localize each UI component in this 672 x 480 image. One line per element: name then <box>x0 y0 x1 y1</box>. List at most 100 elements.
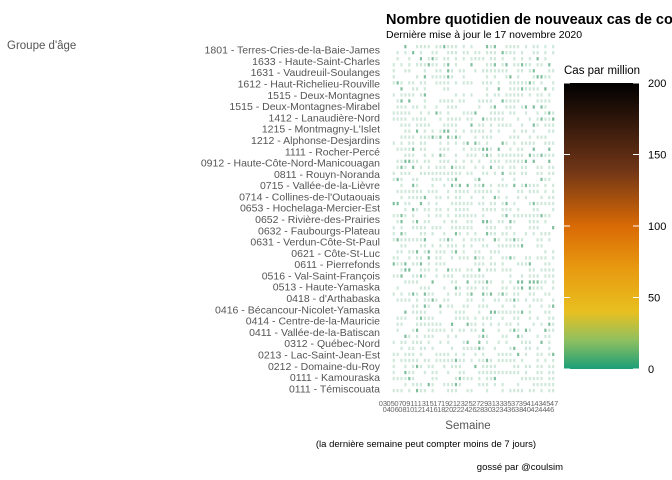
heat-cell <box>524 262 528 266</box>
heat-cell <box>536 75 539 79</box>
heat-cell <box>486 244 489 248</box>
y-tick-label: 1801 - Terres-Cries-de-la-Baie-James <box>205 45 380 57</box>
y-tick-label: 1633 - Haute-Saint-Charles <box>252 56 380 68</box>
chart-subtitle: Dernière mise à jour le 17 novembre 2020 <box>386 29 582 41</box>
heat-cell <box>501 99 504 103</box>
heat-cell <box>454 382 458 387</box>
heat-cell <box>482 292 485 296</box>
heat-cell <box>408 81 411 85</box>
heat-cell <box>532 376 535 381</box>
heat-cell <box>493 310 496 314</box>
heat-cell <box>408 93 411 97</box>
heat-cell <box>536 256 539 260</box>
heat-cell <box>470 376 473 381</box>
heat-cell <box>396 165 399 170</box>
heat-cell <box>532 189 535 194</box>
heat-cell <box>454 171 458 176</box>
heat-cell <box>548 382 551 387</box>
heat-cell <box>451 304 454 308</box>
heat-cell <box>544 358 547 363</box>
heat-cell <box>404 364 407 369</box>
heat-cell <box>419 382 423 387</box>
x-tick-label: 34 <box>499 405 507 414</box>
heat-cell <box>489 207 493 212</box>
heat-cell <box>482 274 485 278</box>
heat-cell <box>458 268 461 272</box>
heat-cell <box>521 51 524 55</box>
heat-cell <box>509 220 512 224</box>
heat-cell <box>431 51 434 55</box>
heat-cell <box>505 153 508 157</box>
heat-cell <box>435 213 438 218</box>
heat-cell <box>482 195 485 200</box>
heat-cell <box>552 51 555 55</box>
heat-cell <box>532 45 535 49</box>
heat-cell <box>431 232 434 236</box>
x-tick-label: 04 <box>383 405 391 414</box>
heat-cell <box>451 250 454 254</box>
heat-cell <box>513 370 516 375</box>
heat-cell <box>462 207 465 212</box>
heat-cell <box>532 274 535 278</box>
heat-cell <box>489 316 493 320</box>
heat-cell <box>392 63 395 67</box>
heat-cell <box>532 280 535 284</box>
heat-cell <box>458 117 461 121</box>
heat-cell <box>489 51 493 55</box>
heat-cell <box>489 45 493 49</box>
heat-cell <box>540 370 543 375</box>
heat-cell <box>536 63 539 67</box>
heat-cell <box>536 358 539 363</box>
x-tick-label: 37 <box>511 399 519 408</box>
y-tick-label: 0912 - Haute-Côte-Nord-Manicouagan <box>201 158 380 170</box>
x-axis-title: Semaine <box>445 420 490 432</box>
heat-cell <box>447 304 450 308</box>
heat-cell <box>493 364 496 369</box>
heat-cell <box>416 292 419 296</box>
x-tick-label: 42 <box>530 405 538 414</box>
heat-cell <box>447 352 450 357</box>
heat-cell <box>416 304 419 308</box>
heat-cell <box>435 256 438 260</box>
heat-cell <box>466 268 469 272</box>
heat-cell <box>454 45 458 49</box>
heat-cell <box>416 220 419 224</box>
heat-cell <box>392 93 395 97</box>
heat-cell <box>454 57 458 61</box>
heat-cell <box>400 316 403 320</box>
heat-cell <box>489 256 493 260</box>
heat-cell <box>552 45 555 49</box>
heat-cell <box>524 195 528 200</box>
heat-cell <box>392 75 395 79</box>
heat-cell <box>431 334 434 338</box>
heat-cell <box>435 81 438 85</box>
x-tick-label: 19 <box>441 399 449 408</box>
legend-tick-label: 200 <box>648 78 666 90</box>
heat-cell <box>532 298 535 302</box>
heat-cell <box>447 298 450 302</box>
heat-cell <box>521 262 524 266</box>
heat-cell <box>548 63 551 67</box>
heat-cell <box>408 358 411 363</box>
heat-cell <box>447 111 450 115</box>
legend-colorbar <box>564 83 639 369</box>
heat-cell <box>396 322 399 326</box>
y-tick-label: 0811 - Rouyn-Noranda <box>274 169 380 181</box>
heat-cell <box>423 99 426 103</box>
heat-cell <box>454 195 458 200</box>
heat-cell <box>447 57 450 61</box>
heat-cell <box>451 99 454 103</box>
heat-cell <box>400 159 403 163</box>
heat-cell <box>501 183 504 188</box>
heat-cell <box>548 310 551 314</box>
heat-cell <box>497 165 500 170</box>
heat-cell <box>521 376 524 381</box>
heat-cell <box>462 274 465 278</box>
heat-cell <box>404 171 407 176</box>
heat-cell <box>524 81 528 85</box>
heat-cell <box>392 111 395 115</box>
heat-cell <box>532 268 535 272</box>
heat-cell <box>439 304 442 308</box>
heat-cell <box>548 75 551 79</box>
heat-cell <box>544 117 547 121</box>
